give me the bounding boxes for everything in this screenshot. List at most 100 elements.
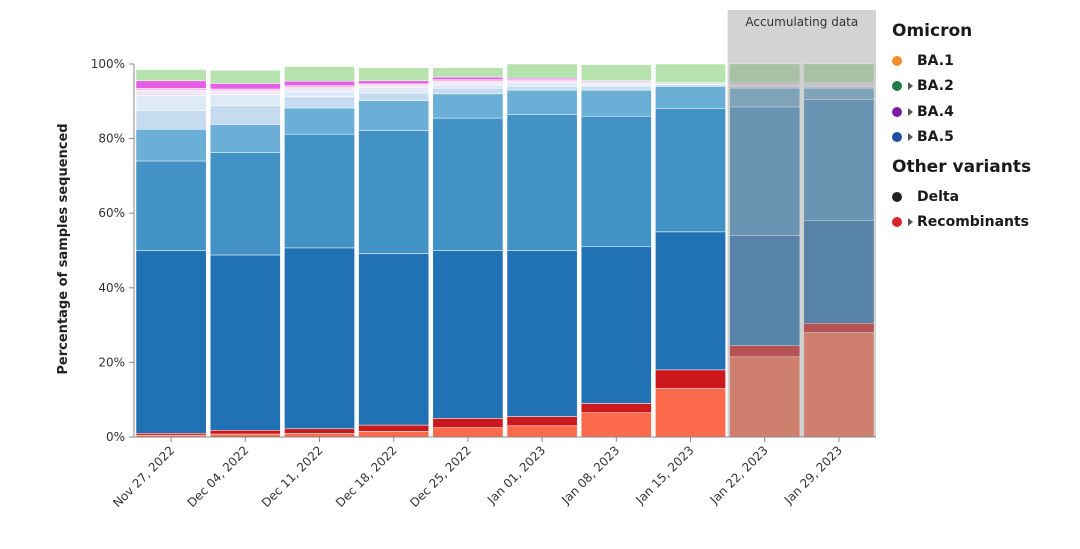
bar-segment[interactable] bbox=[432, 93, 504, 119]
bar-stack[interactable] bbox=[358, 67, 430, 438]
bar-segment[interactable] bbox=[358, 100, 430, 131]
bar-segment[interactable] bbox=[209, 152, 281, 256]
bar-segment[interactable] bbox=[209, 105, 281, 125]
bar-segment[interactable] bbox=[432, 418, 504, 428]
bar-stack[interactable] bbox=[135, 69, 207, 438]
bar-stack[interactable] bbox=[729, 63, 801, 438]
bar-segment[interactable] bbox=[135, 129, 207, 162]
bar-segment[interactable] bbox=[580, 403, 652, 414]
bar-segment[interactable] bbox=[580, 246, 652, 404]
bar-segment[interactable] bbox=[284, 133, 355, 249]
bar-segment[interactable] bbox=[729, 63, 801, 83]
bar-segment[interactable] bbox=[803, 220, 875, 324]
bar-segment[interactable] bbox=[506, 250, 578, 417]
bar-segment[interactable] bbox=[432, 117, 504, 251]
bar-segment[interactable] bbox=[655, 388, 726, 438]
bar-segment[interactable] bbox=[655, 86, 726, 110]
expand-caret-icon[interactable] bbox=[908, 218, 913, 227]
bar-segment[interactable] bbox=[580, 115, 652, 248]
bar-segment[interactable] bbox=[506, 86, 578, 91]
bar-segment[interactable] bbox=[209, 83, 281, 90]
bar-segment[interactable] bbox=[655, 63, 726, 83]
bar-stack[interactable] bbox=[284, 66, 355, 438]
bar-segment[interactable] bbox=[135, 69, 207, 82]
bar-segment[interactable] bbox=[580, 89, 652, 117]
bar-segment[interactable] bbox=[358, 253, 430, 426]
bar-segment[interactable] bbox=[432, 76, 504, 80]
bar-segment[interactable] bbox=[284, 80, 355, 86]
bar-segment[interactable] bbox=[135, 160, 207, 251]
bar-segment[interactable] bbox=[729, 235, 801, 346]
bar-segment[interactable] bbox=[284, 66, 355, 82]
bar-stack[interactable] bbox=[803, 63, 875, 438]
bar-segment[interactable] bbox=[580, 412, 652, 438]
bar-segment[interactable] bbox=[803, 332, 875, 438]
bar-segment[interactable] bbox=[358, 424, 430, 432]
legend-item[interactable]: Delta bbox=[886, 184, 1076, 210]
bar-stack[interactable] bbox=[432, 67, 504, 438]
bar-segment[interactable] bbox=[135, 250, 207, 434]
bar-segment[interactable] bbox=[432, 84, 504, 89]
bar-stack[interactable] bbox=[209, 70, 281, 438]
bar-segment[interactable] bbox=[209, 124, 281, 153]
bar-segment[interactable] bbox=[209, 430, 281, 435]
bar-segment[interactable] bbox=[284, 90, 355, 98]
bar-stack[interactable] bbox=[580, 64, 652, 438]
bar-segment[interactable] bbox=[284, 107, 355, 135]
bar-segment[interactable] bbox=[729, 106, 801, 236]
bar-segment[interactable] bbox=[432, 87, 504, 95]
bar-segment[interactable] bbox=[655, 231, 726, 371]
bar-segment[interactable] bbox=[580, 84, 652, 87]
legend-item[interactable]: BA.2 bbox=[886, 74, 1076, 100]
legend-item[interactable]: BA.5 bbox=[886, 125, 1076, 151]
bar-segment[interactable] bbox=[135, 87, 207, 91]
bar-segment[interactable] bbox=[284, 433, 355, 438]
bar-segment[interactable] bbox=[135, 89, 207, 96]
bar-segment[interactable] bbox=[506, 82, 578, 87]
bar-segment[interactable] bbox=[432, 250, 504, 419]
bar-segment[interactable] bbox=[803, 63, 875, 83]
bar-segment[interactable] bbox=[506, 80, 578, 83]
legend-item[interactable]: BA.1 bbox=[886, 48, 1076, 74]
bar-segment[interactable] bbox=[580, 64, 652, 82]
bar-segment[interactable] bbox=[580, 82, 652, 85]
expand-caret-icon[interactable] bbox=[908, 107, 913, 116]
bar-segment[interactable] bbox=[655, 82, 726, 85]
bar-segment[interactable] bbox=[284, 428, 355, 434]
bar-stack[interactable] bbox=[655, 63, 726, 438]
bar-segment[interactable] bbox=[729, 356, 801, 438]
legend-item[interactable]: BA.4 bbox=[886, 99, 1076, 125]
bar-segment[interactable] bbox=[209, 94, 281, 107]
bar-segment[interactable] bbox=[432, 427, 504, 438]
bar-segment[interactable] bbox=[358, 431, 430, 438]
bar-segment[interactable] bbox=[284, 85, 355, 88]
bar-segment[interactable] bbox=[209, 90, 281, 95]
bar-segment[interactable] bbox=[209, 254, 281, 431]
bar-segment[interactable] bbox=[432, 81, 504, 85]
bar-segment[interactable] bbox=[284, 96, 355, 109]
bar-segment[interactable] bbox=[209, 88, 281, 92]
bar-segment[interactable] bbox=[803, 99, 875, 221]
bar-segment[interactable] bbox=[655, 108, 726, 233]
bar-segment[interactable] bbox=[655, 369, 726, 389]
bar-segment[interactable] bbox=[358, 80, 430, 85]
bar-segment[interactable] bbox=[284, 87, 355, 92]
bar-segment[interactable] bbox=[655, 84, 726, 87]
bar-segment[interactable] bbox=[506, 63, 578, 79]
bar-segment[interactable] bbox=[284, 247, 355, 430]
bar-segment[interactable] bbox=[358, 87, 430, 94]
bar-segment[interactable] bbox=[506, 425, 578, 438]
bar-segment[interactable] bbox=[135, 80, 207, 89]
bar-segment[interactable] bbox=[432, 67, 504, 78]
legend-item[interactable]: Recombinants bbox=[886, 210, 1076, 236]
bar-segment[interactable] bbox=[506, 416, 578, 427]
bar-segment[interactable] bbox=[135, 110, 207, 130]
bar-segment[interactable] bbox=[358, 130, 430, 254]
bar-segment[interactable] bbox=[506, 114, 578, 251]
bar-stack[interactable] bbox=[506, 63, 578, 438]
expand-caret-icon[interactable] bbox=[908, 82, 913, 91]
bar-segment[interactable] bbox=[432, 79, 504, 82]
bar-segment[interactable] bbox=[135, 433, 207, 436]
bar-segment[interactable] bbox=[209, 70, 281, 84]
bar-segment[interactable] bbox=[135, 95, 207, 111]
